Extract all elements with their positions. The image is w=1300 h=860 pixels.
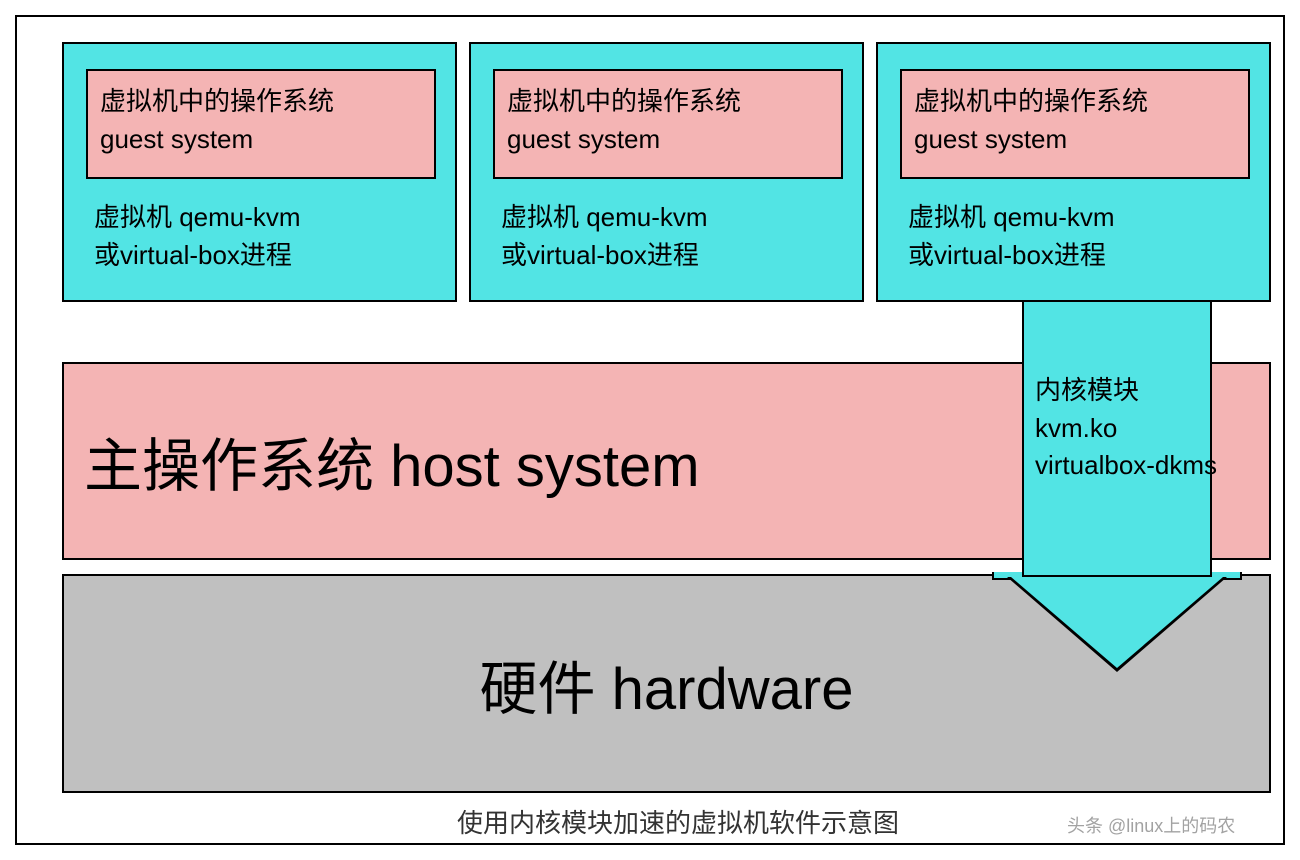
vm-box-1: 虚拟机中的操作系统 guest system 虚拟机 qemu-kvm 或vir… [469, 42, 864, 302]
hardware-label: 硬件 hardware [480, 642, 854, 726]
kernel-line2: kvm.ko [1035, 410, 1217, 448]
guest-label-line1: 虚拟机中的操作系统 [914, 83, 1236, 121]
guest-label-line2: guest system [100, 121, 422, 159]
vm-process-label-1: 虚拟机 qemu-kvm 或virtual-box进程 [501, 199, 708, 274]
kernel-line1: 内核模块 [1035, 372, 1217, 410]
guest-label-line2: guest system [914, 121, 1236, 159]
diagram-frame: 虚拟机中的操作系统 guest system 虚拟机 qemu-kvm 或vir… [15, 15, 1285, 845]
guest-label-line2: guest system [507, 121, 829, 159]
vm-process-label-2: 虚拟机 qemu-kvm 或virtual-box进程 [908, 199, 1115, 274]
vm-line2: 或virtual-box进程 [908, 237, 1115, 275]
vm-process-label-0: 虚拟机 qemu-kvm 或virtual-box进程 [94, 199, 301, 274]
kernel-module-label: 内核模块 kvm.ko virtualbox-dkms [1035, 372, 1217, 485]
vm-line2: 或virtual-box进程 [94, 237, 301, 275]
vm-box-2: 虚拟机中的操作系统 guest system 虚拟机 qemu-kvm 或vir… [876, 42, 1271, 302]
vm-line1: 虚拟机 qemu-kvm [908, 199, 1115, 237]
watermark: 头条 @linux上的码农 [1067, 812, 1235, 838]
kernel-line3: virtualbox-dkms [1035, 447, 1217, 485]
vm-box-0: 虚拟机中的操作系统 guest system 虚拟机 qemu-kvm 或vir… [62, 42, 457, 302]
diagram-caption: 使用内核模块加速的虚拟机软件示意图 [457, 803, 899, 840]
host-system-label: 主操作系统 host system [84, 419, 700, 503]
guest-system-box-2: 虚拟机中的操作系统 guest system [900, 69, 1250, 179]
guest-system-box-0: 虚拟机中的操作系统 guest system [86, 69, 436, 179]
vm-line2: 或virtual-box进程 [501, 237, 708, 275]
guest-system-box-1: 虚拟机中的操作系统 guest system [493, 69, 843, 179]
vm-line1: 虚拟机 qemu-kvm [94, 199, 301, 237]
guest-label-line1: 虚拟机中的操作系统 [507, 83, 829, 121]
vm-line1: 虚拟机 qemu-kvm [501, 199, 708, 237]
guest-label-line1: 虚拟机中的操作系统 [100, 83, 422, 121]
